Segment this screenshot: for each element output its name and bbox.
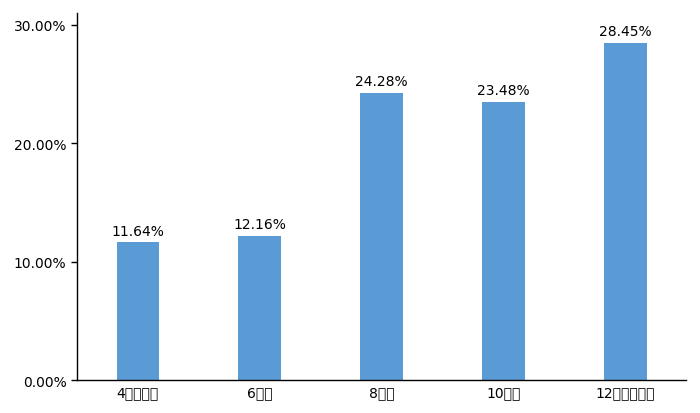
Bar [116,243,159,380]
Text: 12.16%: 12.16% [233,218,286,232]
Text: 11.64%: 11.64% [111,224,164,238]
Bar [239,237,281,380]
Text: 24.28%: 24.28% [355,75,408,88]
Bar [482,103,525,380]
Bar [360,93,402,380]
Text: 23.48%: 23.48% [477,84,530,98]
Bar [604,44,647,380]
Text: 28.45%: 28.45% [599,25,652,39]
